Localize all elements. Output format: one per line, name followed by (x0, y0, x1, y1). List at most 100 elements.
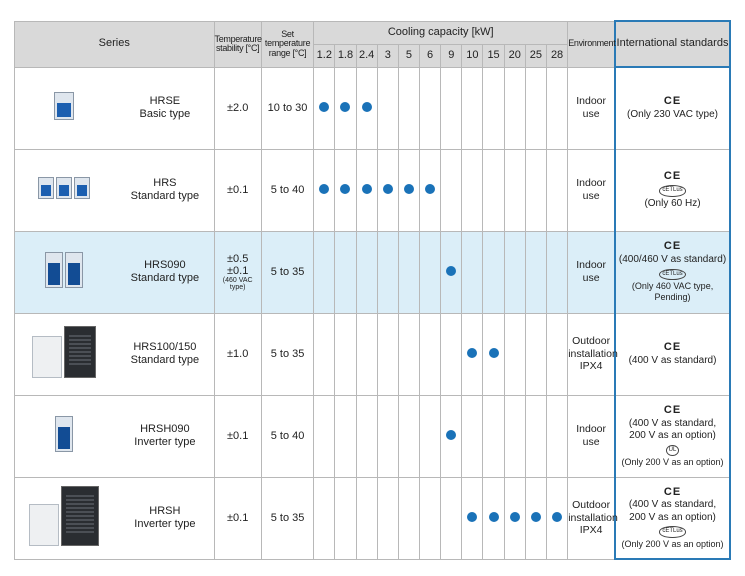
capacity-cell (376, 148, 399, 232)
capacity-cell (376, 66, 399, 150)
availability-dot (488, 512, 499, 522)
capacity-15: 15 (482, 43, 505, 68)
capacity-cell (355, 476, 378, 560)
product-image (14, 394, 113, 478)
product-picture (31, 325, 96, 378)
environment-line: use (582, 190, 600, 202)
stability-value: ±0.5 (227, 253, 249, 265)
temp-stability-cell: ±2.0 (213, 66, 262, 150)
environment-cell: Indoor use (567, 230, 616, 314)
ce-mark-icon: CE (663, 169, 682, 182)
series-type: Inverter type (134, 436, 196, 448)
standards-cell: CE (400 V as standard) (614, 312, 731, 396)
stability-value: ±1.0 (227, 348, 249, 360)
environment-line: Indoor (576, 177, 606, 190)
availability-dot (425, 184, 436, 194)
availability-dot (509, 512, 520, 522)
temp-stability-cell: ±0.1 (213, 394, 262, 478)
certification-mark-wrap: UL (616, 443, 729, 458)
series-name: HRSE (149, 94, 181, 107)
environment-line: use (582, 108, 600, 120)
environment-cell: Indoor use (567, 66, 616, 150)
capacity-cell (461, 476, 484, 560)
certification-mark-wrap: cETLus (616, 183, 729, 198)
environment-line: Indoor (576, 259, 606, 272)
capacity-20: 20 (503, 43, 526, 68)
series-row: HRSH Inverter type ±0.1 5 to 35 Outdoor insta… (14, 476, 731, 560)
availability-dot (446, 430, 457, 440)
capacity-cell (397, 148, 421, 232)
capacity-cell (334, 312, 357, 396)
series-type: Basic type (139, 108, 191, 120)
product-image (14, 148, 113, 232)
capacity-cell (503, 476, 526, 560)
capacity-cell (376, 312, 399, 396)
standards-cell: CE cETLus (Only 60 Hz) (614, 148, 731, 232)
stability-value: ±2.0 (227, 102, 249, 114)
set-temp-range-cell: 5 to 40 (260, 394, 315, 478)
series-name-cell: HRS100/150 Standard type (112, 312, 215, 396)
environment-line: Indoor (576, 423, 606, 436)
standards-text: (400 V as standard, (628, 417, 717, 429)
standards-text: 200 V as an option) (629, 511, 716, 523)
series-name: HRS090 (144, 258, 186, 271)
environment-line: Outdoor (572, 499, 611, 512)
capacity-cell (482, 476, 505, 560)
capacity-cell (397, 476, 421, 560)
product-picture (44, 251, 83, 288)
environment-header: Environment (567, 20, 616, 68)
availability-dot (446, 266, 457, 276)
hrs090-unit-shape-1 (44, 251, 63, 288)
certification-mark-icon: cETLus (659, 268, 686, 281)
temp-stability-header: Temperature stability [°C] (213, 20, 262, 68)
capacity-cell (440, 394, 463, 478)
ce-mark-icon: CE (663, 240, 682, 253)
availability-dot (552, 512, 563, 522)
capacity-1_8: 1.8 (334, 43, 357, 68)
stability-value: ±0.1 (227, 430, 249, 442)
stability-value: ±0.1 (227, 184, 249, 196)
capacity-cell (334, 66, 357, 150)
capacity-cell (419, 66, 442, 150)
certification-mark-icon: cETLus (659, 526, 686, 538)
capacity-cell (503, 312, 526, 396)
ce-mark-icon: CE (663, 340, 682, 353)
capacity-cell (419, 312, 442, 396)
capacity-6: 6 (419, 43, 442, 68)
standards-cell: CE (Only 230 VAC type) (614, 66, 731, 150)
capacity-cell (503, 394, 526, 478)
hrs100-unit-shape-2 (63, 325, 96, 378)
hrsh090-unit-shape (54, 415, 73, 452)
capacity-cell (313, 394, 336, 478)
capacity-cell (313, 148, 336, 232)
capacity-cell (482, 394, 505, 478)
capacity-cell (313, 312, 336, 396)
environment-line: IPX4 (579, 360, 603, 373)
capacity-cell (524, 66, 547, 150)
capacity-cell (397, 312, 421, 396)
capacity-cell (503, 148, 526, 232)
capacity-cell (334, 476, 357, 560)
capacity-cell (355, 148, 378, 232)
availability-dot (403, 184, 414, 194)
environment-cell: Indoor use (567, 148, 616, 232)
international-standards-header: International standards (614, 20, 731, 68)
availability-dot (382, 184, 393, 194)
temp-stability-cell: ±0.1 (213, 148, 262, 232)
set-temp-range-cell: 5 to 35 (260, 312, 315, 396)
capacity-cell (545, 476, 569, 560)
standards-text: (Only 60 Hz) (644, 197, 701, 209)
series-name: HRSH (149, 504, 181, 517)
series-row: HRS100/150 Standard type ±1.0 5 to 35 Outdoo… (14, 312, 731, 396)
capacity-cell (419, 148, 442, 232)
series-row: HRS090 Standard type ±0.5 ±0.1 (460 VAC type… (14, 230, 731, 314)
hrse-unit-shape (53, 91, 74, 120)
chiller-spec-table: Series Temperature stability [°C] Set te… (14, 20, 731, 560)
stability-value: ±0.1 (227, 265, 249, 277)
standards-text: (Only 230 VAC type) (627, 108, 718, 120)
hrs-unit-shape-3 (73, 176, 90, 199)
certification-mark-icon: cETLus (659, 185, 686, 197)
series-row: HRS Standard type ±0.1 5 to 40 Indoor use CE cE… (14, 148, 731, 232)
product-image (14, 66, 113, 150)
capacity-cell (440, 148, 463, 232)
